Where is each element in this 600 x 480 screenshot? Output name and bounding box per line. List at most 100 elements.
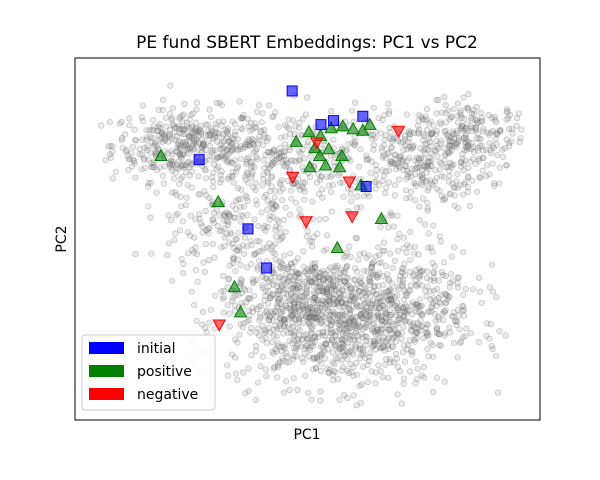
background-point bbox=[387, 160, 394, 167]
background-point bbox=[208, 125, 215, 132]
background-point bbox=[198, 122, 205, 129]
background-point bbox=[475, 339, 482, 346]
background-point bbox=[363, 307, 370, 315]
background-point bbox=[237, 204, 244, 211]
background-point bbox=[459, 191, 467, 198]
background-point bbox=[160, 96, 167, 103]
background-point bbox=[152, 140, 159, 147]
background-point bbox=[465, 142, 472, 149]
background-point bbox=[460, 167, 467, 174]
background-point bbox=[306, 320, 313, 327]
background-point bbox=[493, 129, 500, 136]
background-point bbox=[360, 267, 368, 274]
background-point bbox=[476, 173, 483, 180]
background-point bbox=[180, 151, 187, 158]
background-point bbox=[191, 302, 198, 309]
background-point bbox=[483, 162, 491, 169]
initial-point bbox=[193, 154, 205, 166]
background-point bbox=[176, 181, 183, 188]
background-point bbox=[228, 231, 235, 238]
background-point bbox=[284, 123, 291, 130]
background-point bbox=[316, 216, 323, 223]
background-point bbox=[202, 167, 209, 174]
background-point bbox=[351, 142, 358, 149]
background-point bbox=[472, 127, 480, 134]
background-point bbox=[505, 115, 512, 122]
background-point bbox=[343, 148, 350, 155]
background-point bbox=[434, 313, 442, 321]
background-point bbox=[132, 251, 139, 258]
background-point bbox=[462, 139, 470, 146]
background-point bbox=[407, 256, 414, 263]
background-point bbox=[138, 166, 145, 173]
background-point bbox=[462, 125, 469, 133]
background-point bbox=[434, 153, 441, 160]
background-point bbox=[341, 343, 348, 350]
background-point bbox=[479, 155, 486, 162]
background-point bbox=[443, 131, 450, 138]
background-point bbox=[242, 173, 249, 180]
background-point bbox=[416, 203, 423, 210]
background-point bbox=[455, 119, 462, 126]
background-point bbox=[399, 279, 406, 286]
background-point bbox=[343, 146, 350, 153]
background-point bbox=[179, 118, 186, 125]
background-point bbox=[444, 163, 451, 170]
background-point bbox=[169, 115, 176, 122]
background-point bbox=[430, 287, 437, 294]
background-point bbox=[282, 133, 289, 140]
background-point bbox=[267, 275, 275, 283]
background-point bbox=[449, 128, 456, 135]
background-point bbox=[342, 265, 350, 272]
background-point bbox=[346, 348, 353, 355]
background-point bbox=[195, 173, 202, 180]
background-point bbox=[487, 129, 494, 136]
background-point bbox=[388, 296, 395, 303]
background-point bbox=[335, 303, 343, 310]
background-point bbox=[413, 358, 420, 365]
background-point bbox=[452, 140, 459, 147]
background-point bbox=[381, 136, 388, 143]
background-point bbox=[407, 128, 414, 135]
background-point bbox=[237, 114, 244, 121]
background-point bbox=[218, 152, 225, 159]
background-point bbox=[173, 148, 180, 155]
background-point bbox=[421, 374, 428, 381]
background-point bbox=[186, 125, 193, 132]
background-point bbox=[244, 170, 251, 177]
background-point bbox=[346, 243, 353, 250]
background-point bbox=[442, 127, 449, 134]
background-point bbox=[355, 163, 363, 170]
background-point bbox=[429, 248, 436, 255]
background-point bbox=[232, 236, 239, 243]
background-point bbox=[244, 139, 251, 146]
background-point bbox=[125, 167, 132, 174]
background-point bbox=[173, 161, 180, 168]
background-point bbox=[446, 141, 453, 149]
background-point bbox=[267, 246, 274, 253]
background-point bbox=[392, 302, 399, 309]
background-point bbox=[430, 222, 437, 229]
background-point bbox=[470, 107, 477, 114]
background-point bbox=[400, 234, 408, 241]
background-point bbox=[454, 112, 461, 119]
background-point bbox=[187, 212, 194, 219]
background-point bbox=[412, 182, 420, 189]
background-point bbox=[438, 172, 445, 179]
background-point bbox=[235, 163, 242, 170]
background-point bbox=[205, 127, 212, 134]
background-point bbox=[307, 173, 314, 180]
background-point bbox=[296, 319, 303, 326]
background-point bbox=[232, 267, 239, 275]
background-point bbox=[288, 260, 295, 268]
background-point bbox=[388, 144, 395, 151]
background-point bbox=[289, 269, 296, 276]
background-point bbox=[123, 146, 130, 154]
background-point bbox=[262, 191, 270, 199]
background-point bbox=[180, 161, 187, 169]
background-point bbox=[189, 143, 196, 150]
background-point bbox=[445, 133, 453, 140]
background-point bbox=[445, 178, 453, 185]
background-point bbox=[317, 397, 324, 404]
background-point bbox=[212, 292, 219, 299]
